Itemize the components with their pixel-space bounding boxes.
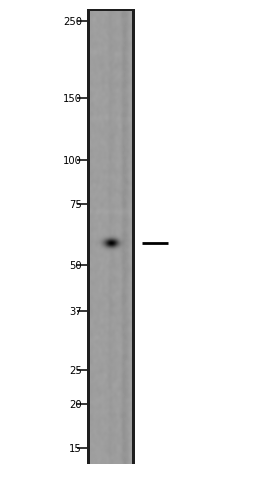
Text: 37: 37 bbox=[69, 306, 82, 316]
Text: 20: 20 bbox=[69, 399, 82, 409]
Text: 250: 250 bbox=[63, 17, 82, 26]
Text: 75: 75 bbox=[69, 199, 82, 209]
Text: 150: 150 bbox=[63, 94, 82, 104]
Text: 15: 15 bbox=[69, 443, 82, 453]
Text: 100: 100 bbox=[63, 156, 82, 166]
Text: 25: 25 bbox=[69, 366, 82, 376]
Text: 50: 50 bbox=[69, 261, 82, 271]
